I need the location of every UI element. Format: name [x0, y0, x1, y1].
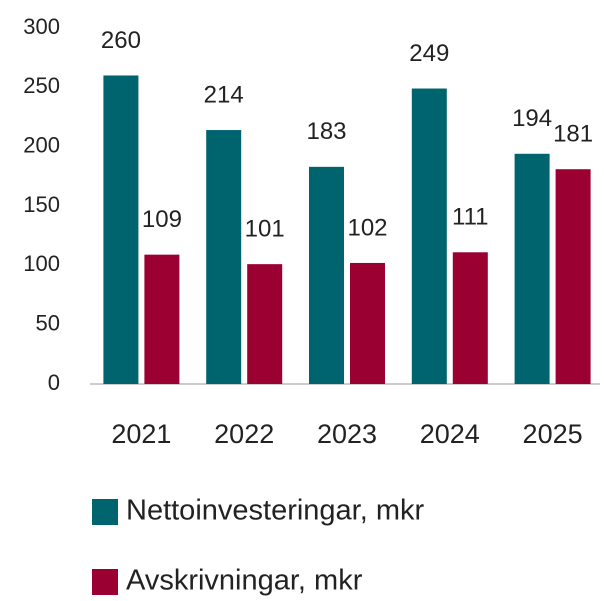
bar — [452, 252, 488, 384]
y-tick-label: 0 — [48, 370, 60, 395]
data-label: 102 — [347, 214, 387, 241]
bar — [411, 88, 447, 385]
bar — [247, 264, 283, 384]
legend-label: Avskrivningar, mkr — [126, 565, 363, 597]
data-label: 214 — [204, 81, 244, 108]
bar — [514, 153, 550, 384]
x-tick-label: 2025 — [523, 419, 583, 449]
y-tick-label: 100 — [23, 251, 60, 276]
bar — [144, 254, 180, 384]
bar — [309, 166, 344, 384]
bar — [103, 75, 139, 384]
legend-swatch — [92, 569, 118, 595]
bar — [206, 130, 242, 384]
y-tick-label: 200 — [23, 132, 60, 157]
bar — [350, 262, 385, 384]
data-label: 194 — [512, 105, 552, 132]
data-label: 260 — [101, 27, 141, 54]
x-tick-label: 2024 — [420, 419, 480, 449]
x-tick-label: 2023 — [317, 419, 377, 449]
y-tick-label: 50 — [36, 310, 60, 335]
data-label: 111 — [452, 204, 488, 231]
legend-label: Nettoinvesteringar, mkr — [126, 495, 425, 527]
y-tick-label: 300 — [23, 14, 60, 39]
x-tick-label: 2021 — [111, 419, 171, 449]
legend-swatch — [92, 499, 118, 525]
y-tick-label: 150 — [23, 192, 60, 217]
data-label: 109 — [142, 206, 182, 233]
bar — [555, 169, 591, 384]
data-label: 101 — [245, 215, 285, 242]
data-label: 181 — [553, 121, 593, 148]
data-label: 183 — [306, 118, 346, 145]
y-tick-label: 250 — [23, 73, 60, 98]
x-tick-label: 2022 — [214, 419, 274, 449]
data-label: 249 — [409, 40, 449, 67]
